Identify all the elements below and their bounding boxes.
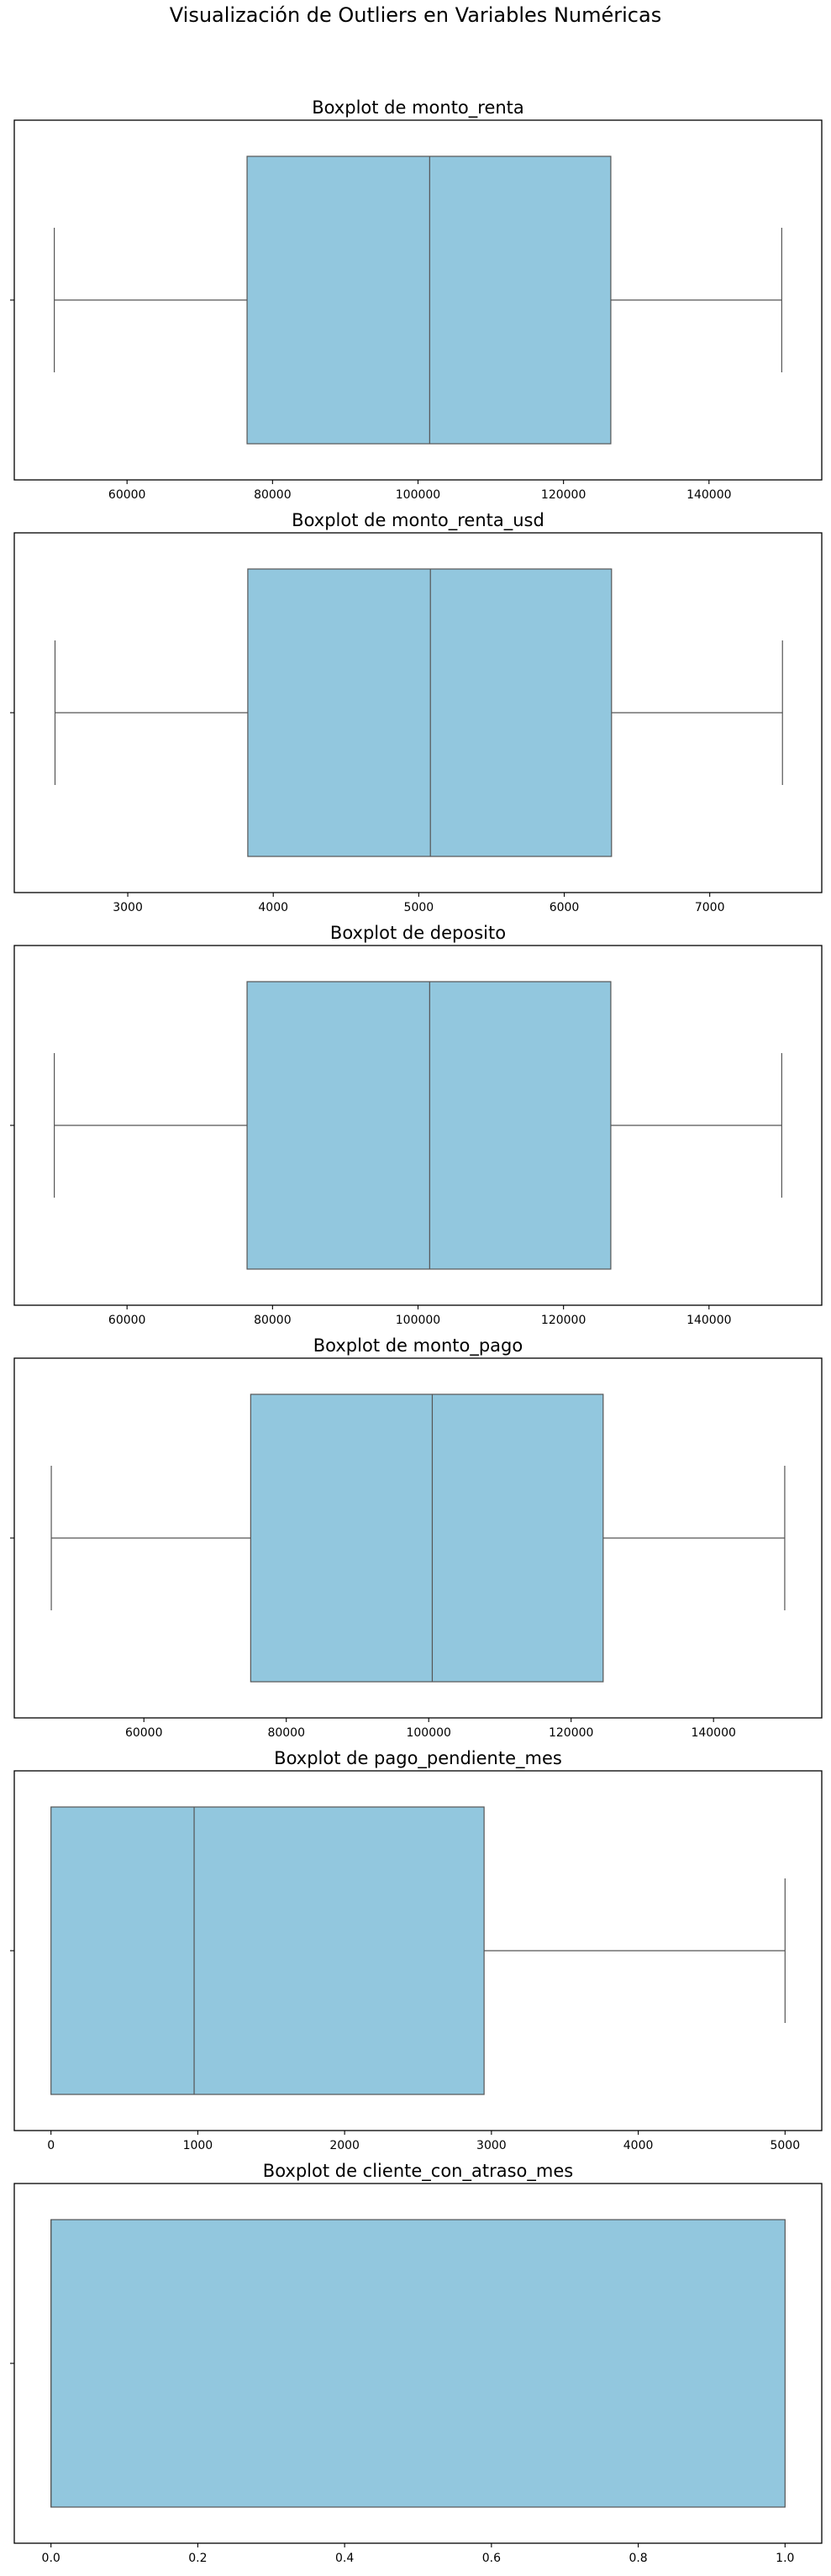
- x-tick-label: 3000: [113, 901, 143, 914]
- x-tick-label: 80000: [254, 488, 292, 502]
- x-tick-label: 60000: [108, 1314, 146, 1327]
- iqr-box: [247, 568, 613, 857]
- panel-title: Boxplot de cliente_con_atraso_mes: [263, 2161, 573, 2182]
- x-tick-label: 0.2: [188, 2552, 207, 2565]
- x-tick-label: 2000: [329, 2139, 360, 2152]
- boxplot-panel: Boxplot de pago_pendiente_mes 0 1000 2000 30…: [10, 1748, 823, 2152]
- boxplot-panel: Boxplot de cliente_con_atraso_mes 0.0 0.2 0…: [10, 2161, 823, 2565]
- x-tick-label: 120000: [541, 1314, 586, 1327]
- x-tick-label: 120000: [549, 1726, 593, 1740]
- x-tick-label: 140000: [686, 1314, 731, 1327]
- x-tick-label: 100000: [396, 1314, 440, 1327]
- x-tick-label: 0.8: [629, 2552, 647, 2565]
- iqr-box: [250, 1393, 604, 1683]
- x-tick-label: 60000: [125, 1726, 163, 1740]
- x-tick-label: 7000: [695, 901, 725, 914]
- x-tick-label: 120000: [541, 488, 586, 502]
- x-tick-label: 4000: [623, 2139, 654, 2152]
- x-tick-label: 100000: [396, 488, 440, 502]
- panel-title: Boxplot de monto_pago: [313, 1335, 523, 1356]
- panel-title: Boxplot de monto_renta_usd: [292, 510, 544, 531]
- boxplot-panel: Boxplot de monto_renta_usd 3000 4000 5000 60…: [10, 510, 823, 914]
- iqr-box: [246, 155, 612, 445]
- x-tick-label: 1.0: [776, 2552, 794, 2565]
- boxplot-panel: Boxplot de deposito 60000 80000 100000 12000…: [10, 923, 823, 1327]
- boxplot-panel: Boxplot de monto_renta 60000 80000 100000 12…: [10, 97, 823, 502]
- panel-title: Boxplot de pago_pendiente_mes: [274, 1748, 562, 1769]
- x-tick-label: 60000: [108, 488, 146, 502]
- boxplot-panel: Boxplot de monto_pago 60000 80000 100000 120…: [10, 1335, 823, 1740]
- iqr-box: [50, 1806, 485, 2095]
- x-tick-label: 5000: [770, 2139, 800, 2152]
- x-tick-label: 100000: [406, 1726, 450, 1740]
- x-tick-label: 5000: [404, 901, 434, 914]
- x-tick-label: 140000: [691, 1726, 735, 1740]
- x-tick-label: 0.0: [42, 2552, 60, 2565]
- x-tick-label: 1000: [183, 2139, 213, 2152]
- x-tick-label: 0.6: [482, 2552, 501, 2565]
- x-tick-label: 3000: [476, 2139, 507, 2152]
- x-tick-label: 4000: [258, 901, 288, 914]
- iqr-box: [246, 981, 612, 1270]
- panel-title: Boxplot de monto_renta: [312, 97, 524, 119]
- x-tick-label: 80000: [267, 1726, 305, 1740]
- x-tick-label: 6000: [550, 901, 580, 914]
- x-tick-label: 140000: [686, 488, 731, 502]
- panel-title: Boxplot de deposito: [330, 923, 506, 943]
- x-tick-label: 0: [47, 2139, 55, 2152]
- x-tick-label: 80000: [254, 1314, 292, 1327]
- iqr-box: [50, 2219, 786, 2508]
- x-tick-label: 0.4: [335, 2552, 354, 2565]
- figure-title: Visualización de Outliers en Variables N…: [169, 3, 662, 27]
